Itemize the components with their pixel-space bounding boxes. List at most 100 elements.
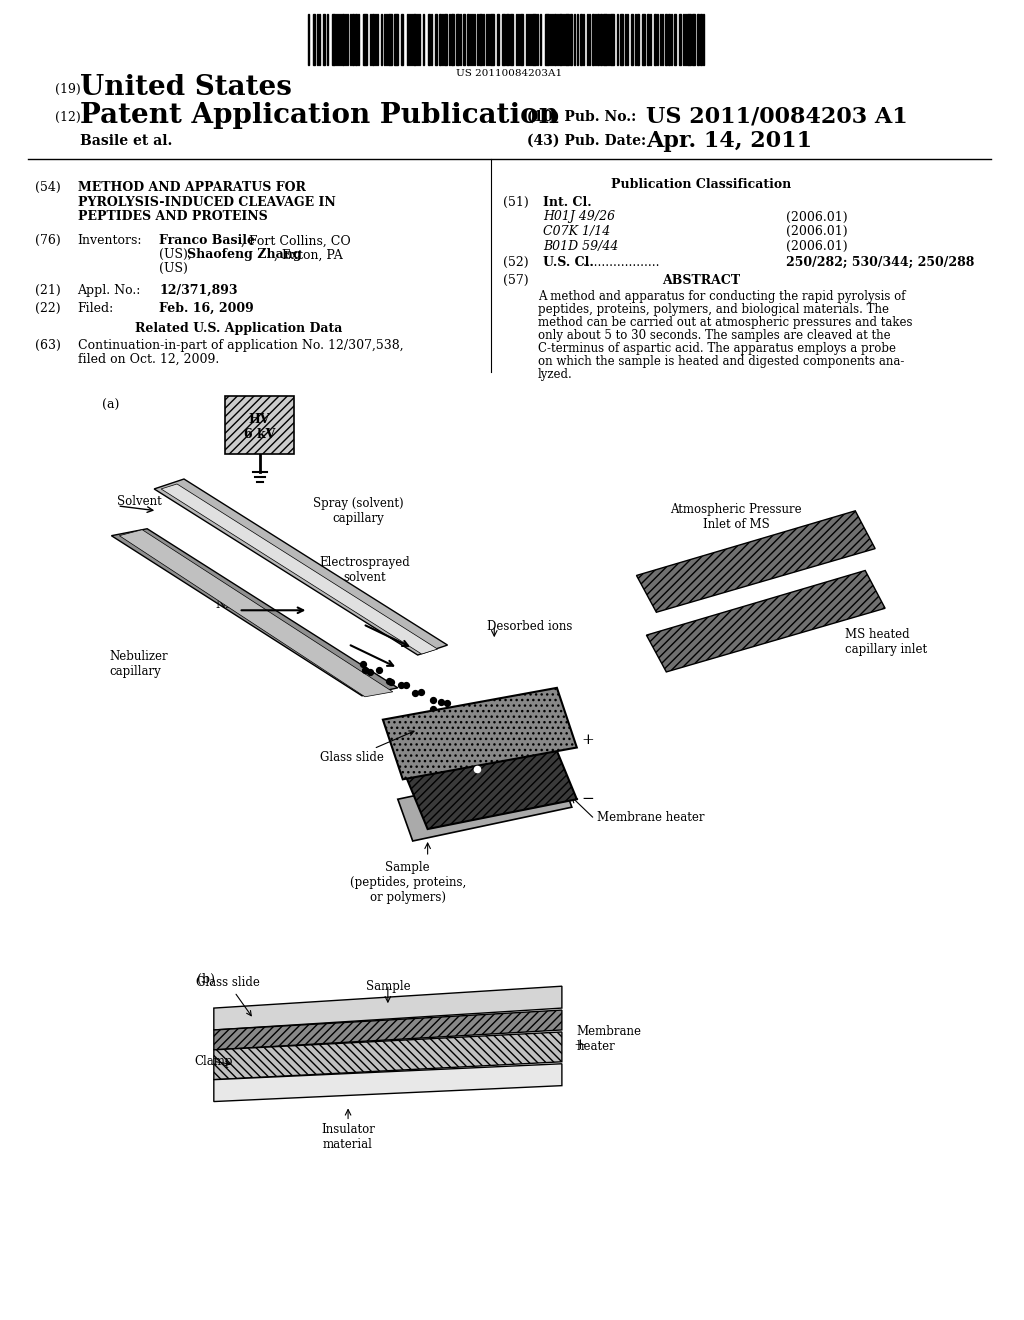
Bar <box>355 13 357 65</box>
Polygon shape <box>112 529 397 696</box>
Text: +: + <box>582 733 595 747</box>
Bar <box>502 13 505 65</box>
Point <box>471 722 487 743</box>
Text: (US): (US) <box>159 263 188 275</box>
Bar <box>372 13 374 65</box>
Point <box>498 725 514 746</box>
Text: METHOD AND APPARATUS FOR: METHOD AND APPARATUS FOR <box>78 181 305 194</box>
Point <box>371 660 387 681</box>
Text: −: − <box>582 792 595 807</box>
Polygon shape <box>383 688 577 779</box>
Point <box>357 659 374 680</box>
Text: Desorbed ions: Desorbed ions <box>487 620 572 634</box>
Point <box>452 710 468 731</box>
Polygon shape <box>393 714 577 829</box>
Text: Clamp: Clamp <box>194 1055 232 1068</box>
Text: Sample: Sample <box>366 981 411 993</box>
Bar <box>666 13 668 65</box>
Bar <box>434 13 436 65</box>
Text: (57): (57) <box>503 275 528 288</box>
Bar <box>592 13 594 65</box>
Bar <box>498 13 500 65</box>
Bar <box>313 13 315 65</box>
Text: (52): (52) <box>503 256 528 269</box>
Bar <box>569 13 571 65</box>
Point <box>424 689 440 710</box>
Bar <box>352 13 354 65</box>
Text: Shaofeng Zhang: Shaofeng Zhang <box>187 248 302 261</box>
Text: Publication Classification: Publication Classification <box>611 178 792 190</box>
Bar <box>600 13 602 65</box>
Bar <box>490 13 495 65</box>
Bar <box>520 13 523 65</box>
Point <box>457 711 473 733</box>
Bar <box>638 13 639 65</box>
Point <box>383 672 399 693</box>
Polygon shape <box>637 511 876 612</box>
Polygon shape <box>214 1010 562 1049</box>
Bar <box>609 13 613 65</box>
Point <box>451 702 467 723</box>
Bar <box>559 13 562 65</box>
Polygon shape <box>155 479 447 655</box>
Bar <box>620 13 623 65</box>
Text: C07K 1/14: C07K 1/14 <box>543 226 610 239</box>
Bar <box>654 13 656 65</box>
Text: (63): (63) <box>35 339 60 351</box>
Text: US 2011/0084203 A1: US 2011/0084203 A1 <box>646 106 908 128</box>
Point <box>462 711 478 733</box>
Bar <box>464 13 466 65</box>
Text: (22): (22) <box>35 302 60 315</box>
Text: Inventors:: Inventors: <box>78 235 142 247</box>
Text: B01D 59/44: B01D 59/44 <box>543 240 618 253</box>
Text: Nebulizer
capillary: Nebulizer capillary <box>110 649 168 678</box>
Text: Membrane
heater: Membrane heater <box>577 1026 642 1053</box>
Point <box>439 693 456 714</box>
Bar <box>362 13 367 65</box>
Bar <box>467 13 469 65</box>
Text: C-terminus of aspartic acid. The apparatus employs a probe: C-terminus of aspartic acid. The apparat… <box>538 342 896 355</box>
Bar <box>597 13 599 65</box>
Text: (43) Pub. Date:: (43) Pub. Date: <box>527 133 646 148</box>
Text: Insulator
material: Insulator material <box>322 1123 375 1151</box>
Text: (2006.01): (2006.01) <box>785 210 847 223</box>
Text: PEPTIDES AND PROTEINS: PEPTIDES AND PROTEINS <box>78 210 267 223</box>
Bar <box>687 13 691 65</box>
Bar <box>669 13 671 65</box>
Point <box>487 719 504 741</box>
Text: (US);: (US); <box>159 248 197 261</box>
Bar <box>400 13 402 65</box>
Polygon shape <box>397 766 571 841</box>
Text: Int. Cl.: Int. Cl. <box>543 195 592 209</box>
Polygon shape <box>214 986 562 1030</box>
Point <box>393 675 410 696</box>
Bar <box>545 13 549 65</box>
Text: ....................: .................... <box>583 256 660 269</box>
Bar <box>674 13 676 65</box>
Text: Apr. 14, 2011: Apr. 14, 2011 <box>646 129 813 152</box>
Text: (76): (76) <box>35 235 60 247</box>
Bar <box>647 13 649 65</box>
Text: Sample
(peptides, proteins,
or polymers): Sample (peptides, proteins, or polymers) <box>349 861 466 904</box>
Bar <box>332 13 335 65</box>
Bar <box>453 13 455 65</box>
Text: Glass slide: Glass slide <box>196 977 260 1015</box>
Text: (19): (19) <box>54 83 81 96</box>
Point <box>381 671 397 692</box>
Bar <box>510 13 513 65</box>
Text: United States: United States <box>80 74 292 102</box>
Point <box>408 682 424 704</box>
Text: (51): (51) <box>503 195 529 209</box>
Point <box>398 675 415 696</box>
Text: Solvent: Solvent <box>118 495 162 508</box>
Point <box>469 759 485 780</box>
Text: Filed:: Filed: <box>78 302 114 315</box>
Bar <box>479 13 482 65</box>
Text: Membrane heater: Membrane heater <box>597 812 705 824</box>
Text: (12): (12) <box>54 111 81 124</box>
Text: Atmospheric Pressure
Inlet of MS: Atmospheric Pressure Inlet of MS <box>670 503 802 531</box>
Polygon shape <box>214 1032 562 1080</box>
Text: Electrosprayed
solvent: Electrosprayed solvent <box>319 556 411 583</box>
Bar <box>342 13 344 65</box>
Point <box>414 681 430 702</box>
